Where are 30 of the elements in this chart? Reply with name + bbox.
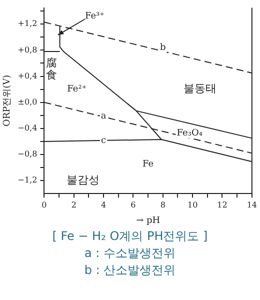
y-tick-label: −1,2 xyxy=(18,176,38,185)
y-tick-label: +1,2 xyxy=(18,19,38,28)
text: [ Fe − H₂ O계의 PH전위도 ] xyxy=(51,228,209,245)
annotation: b xyxy=(160,42,166,53)
annotation: 腐食 xyxy=(46,56,58,82)
x-tick-label: 8 xyxy=(160,200,166,210)
y-tick-label: +0,4 xyxy=(18,71,38,80)
x-tick-label: 0 xyxy=(42,200,47,210)
y-tick-label: ±0,0 xyxy=(18,97,38,106)
y-tick-label: +0,8 xyxy=(18,45,38,54)
x-axis-title: → pH xyxy=(136,216,160,226)
x-tick-label: 4 xyxy=(101,200,106,210)
x-tick-label: 12 xyxy=(217,200,228,210)
annotation: Fe³⁺ xyxy=(84,12,105,22)
text: a : 수소발생전위 xyxy=(83,245,177,262)
x-tick-label: 10 xyxy=(187,200,198,210)
x-tick-label: 14 xyxy=(246,200,258,210)
annotation: c xyxy=(101,136,106,146)
y-tick-label: −0,8 xyxy=(18,150,38,159)
text: b : 산소발생전위 xyxy=(83,262,177,279)
annotation: 불동태 xyxy=(183,82,216,96)
annotation: 불감성 xyxy=(66,173,100,186)
y-tick-label: −0,4 xyxy=(18,123,38,132)
annotation: Fe xyxy=(142,160,154,170)
y-axis-title: ORP전위(V) xyxy=(2,74,13,127)
annotation: Fe²⁺ xyxy=(67,84,87,95)
x-tick-label: 6 xyxy=(130,200,136,210)
annotation: Fe₃O₄ xyxy=(176,128,203,138)
x-tick-label: 2 xyxy=(71,200,76,210)
annotation: a xyxy=(100,111,107,122)
